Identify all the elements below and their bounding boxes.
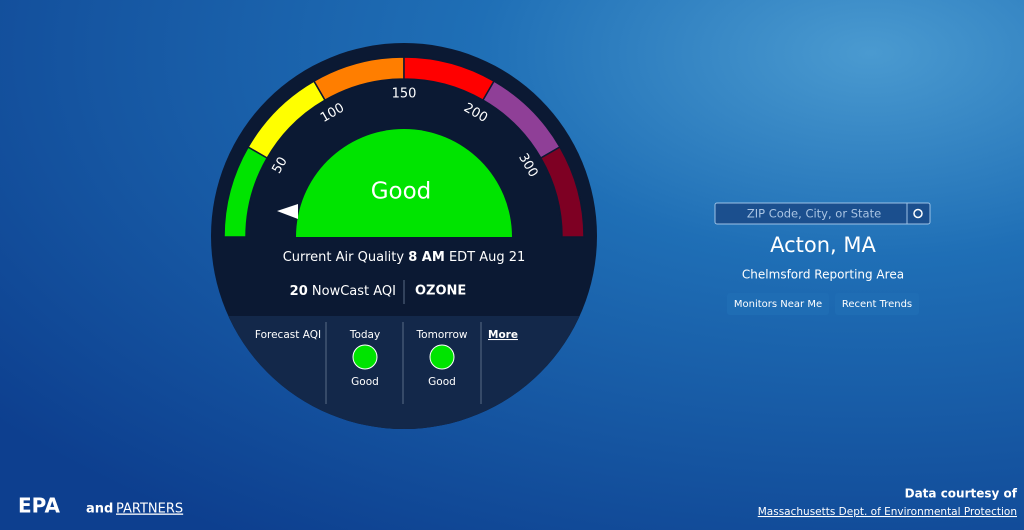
- source-link[interactable]: Massachusetts Dept. of Environmental Pro…: [758, 506, 1017, 518]
- forecast-dot: [352, 344, 378, 370]
- forecast-day: Today: [349, 329, 380, 341]
- button[interactable]: [835, 293, 919, 315]
- pointer: [277, 204, 298, 219]
- epa-logo[interactable]: EPA: [18, 494, 60, 518]
- category-label: Good: [371, 179, 432, 205]
- tick-label: 150: [392, 87, 417, 102]
- city: Acton, MA: [770, 233, 876, 257]
- current-date: EDT Aug 21: [449, 250, 525, 265]
- pollutant: OZONE: [415, 284, 466, 299]
- search-placeholder: ZIP Code, City, or State: [747, 207, 881, 221]
- aqi-value: 20: [290, 284, 308, 299]
- search[interactable]: ZIP Code, City, or State: [714, 202, 931, 225]
- and-text: and: [86, 502, 113, 517]
- current-label: Current Air Quality: [283, 250, 405, 265]
- arc-segment: [539, 145, 585, 238]
- partners-link[interactable]: PARTNERS: [116, 502, 183, 517]
- more-link[interactable]: More: [488, 329, 518, 341]
- button-label[interactable]: Recent Trends: [842, 299, 912, 310]
- tick-label: 50: [270, 155, 291, 177]
- reporting-area: Chelmsford Reporting Area: [742, 268, 904, 282]
- forecast-day: Tomorrow: [416, 329, 468, 341]
- forecast-category: Good: [428, 376, 456, 388]
- search-box[interactable]: [714, 202, 931, 225]
- forecast-category: Good: [351, 376, 379, 388]
- aqi-arc: [223, 56, 585, 238]
- current-dial: [296, 129, 512, 237]
- credit: Data courtesy of: [905, 487, 1018, 501]
- locate-icon[interactable]: [913, 208, 923, 219]
- current-line: Current Air Quality 8 AM EDT Aug 21: [283, 250, 526, 265]
- aqi-label: NowCast AQI: [312, 284, 396, 299]
- button[interactable]: [727, 293, 829, 315]
- forecast-dot: [429, 344, 455, 370]
- forecast-title: Forecast AQI: [255, 329, 321, 341]
- button-label[interactable]: Monitors Near Me: [734, 299, 822, 310]
- aqi-line: 20 NowCast AQI: [290, 284, 396, 299]
- current-time: 8 AM: [408, 250, 445, 265]
